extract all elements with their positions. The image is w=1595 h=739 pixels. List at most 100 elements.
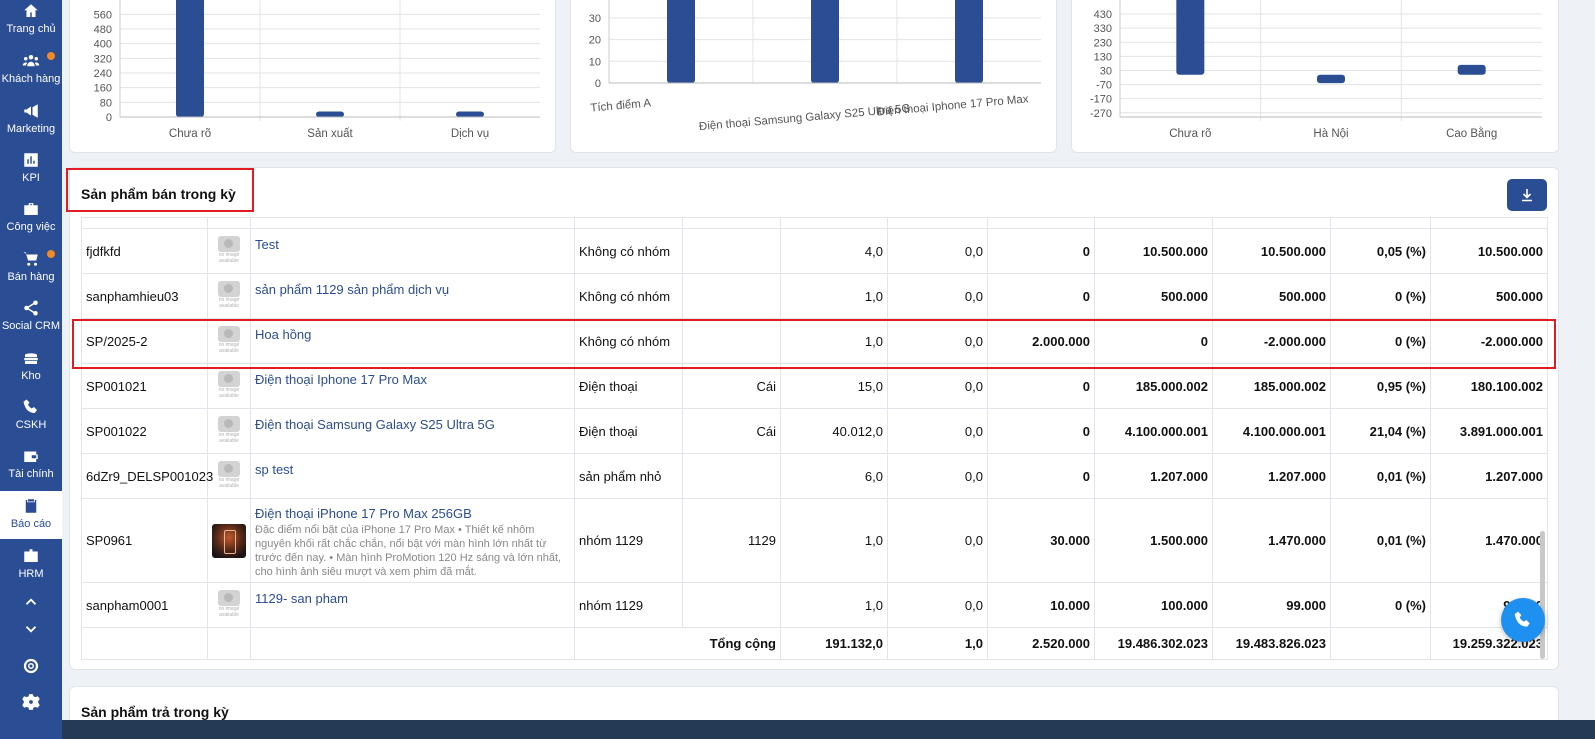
product-unit: 1129 (682, 498, 781, 583)
net-revenue: 185.000.002 (1212, 363, 1331, 409)
sidebar-item-reports[interactable]: Báo cáo (0, 491, 62, 539)
bar (811, 0, 839, 83)
table-row[interactable]: SP001022 no image available Điện thoại Sam… (81, 408, 1548, 454)
sidebar-item-finance[interactable]: Tài chính (0, 447, 62, 495)
sidebar-item-tasks[interactable]: Công việc (0, 200, 62, 248)
table-row[interactable]: SP0961 Điện thoại iPhone 17 Pro Max 256GB… (81, 498, 1548, 583)
table-row[interactable]: SP001021 no image available Điện thoại Iph… (81, 363, 1548, 409)
product-image-cell: no image available (207, 408, 251, 454)
revenue-percent: 0,05 (%) (1330, 228, 1431, 274)
sidebar-item-customer-care[interactable]: CSKH (0, 398, 62, 446)
table-row[interactable]: sanphamhieu03 no image available sản phẩm … (81, 273, 1548, 319)
products-sold-panel: Sản phẩm bán trong kỳ fjdfkfd no image av… (69, 167, 1559, 670)
product-name-link[interactable]: sản phẩm 1129 sản phẩm dịch vụ (255, 282, 450, 297)
scroll-up-button[interactable] (0, 590, 62, 614)
sidebar-item-customers[interactable]: Khách hàng (0, 52, 62, 100)
product-name-cell: Điện thoại iPhone 17 Pro Max 256GB Đặc đi… (250, 498, 575, 583)
product-image-cell (207, 498, 251, 583)
settings-button[interactable] (0, 690, 62, 714)
sidebar-item-kpi[interactable]: KPI (0, 151, 62, 199)
share-icon (24, 300, 38, 316)
revenue: 185.000.002 (1094, 363, 1213, 409)
total-row: Tổng cộng 191.132,0 1,0 2.520.000 19.486.302… (81, 627, 1548, 660)
revenue-percent: 0,01 (%) (1330, 498, 1431, 583)
product-name-link[interactable]: Điện thoại Samsung Galaxy S25 Ultra 5G (255, 417, 495, 432)
revenue-percent: 0,01 (%) (1330, 453, 1431, 499)
product-description: Đặc điểm nổi bật của iPhone 17 Pro Max •… (255, 524, 562, 578)
scroll-down-button[interactable] (0, 617, 62, 641)
y-tick-label: -270 (1090, 108, 1112, 120)
sidebar-item-label: HRM (18, 568, 44, 580)
product-unit: Cái (682, 363, 781, 409)
total-ret: 1,0 (887, 627, 988, 660)
product-name-link[interactable]: 1129- san pham (255, 591, 348, 606)
y-tick-label: 230 (1094, 37, 1112, 49)
sidebar-item-warehouse[interactable]: Kho (0, 349, 62, 397)
sidebar-item-sales[interactable]: Bán hàng (0, 250, 62, 298)
discount-amount: 0 (987, 363, 1095, 409)
table-row[interactable]: 6dZr9_DELSP001023 no image available sp te… (81, 453, 1548, 499)
product-unit (682, 582, 781, 628)
profit: 500.000 (1430, 273, 1548, 319)
sidebar-item-hrm[interactable]: HRM (0, 547, 62, 595)
total-qty: 191.132,0 (780, 627, 888, 660)
sidebar-item-social-crm[interactable]: Social CRM (0, 299, 62, 347)
sidebar-item-label: Tài chính (8, 468, 54, 480)
panel-title: Sản phẩm trả trong kỳ (81, 704, 229, 720)
camera-icon (218, 371, 240, 387)
no-image-placeholder: no image available (214, 234, 244, 268)
product-name-link[interactable]: Điện thoại iPhone 17 Pro Max 256GB (255, 506, 472, 521)
product-name-link[interactable]: sp test (255, 462, 294, 477)
product-unit (682, 273, 781, 319)
partial-row (81, 217, 1548, 229)
table-row[interactable]: sanpham0001 no image available 1129- san p… (81, 582, 1548, 628)
no-image-placeholder: no image available (214, 414, 244, 448)
table-scrollbar[interactable] (1540, 531, 1545, 659)
call-fab-button[interactable] (1501, 598, 1545, 642)
revenue-percent: 0 (%) (1330, 273, 1431, 319)
sidebar-item-label: Trang chủ (6, 23, 56, 35)
camera-icon (218, 326, 240, 342)
lifebuoy-icon (23, 658, 39, 674)
table-row[interactable]: fjdfkfd no image available Test Không có nh… (81, 228, 1548, 274)
product-name-link[interactable]: Điện thoại Iphone 17 Pro Max (255, 372, 427, 387)
y-tick-label: 30 (589, 13, 601, 25)
y-tick-label: 400 (94, 39, 112, 51)
bar (667, 0, 695, 83)
help-button[interactable] (0, 654, 62, 678)
product-image-cell: no image available (207, 318, 251, 364)
camera-icon (218, 281, 240, 297)
y-tick-label: 10 (589, 56, 601, 68)
product-image-cell: no image available (207, 582, 251, 628)
product-name-link[interactable]: Hoa hồng (255, 327, 312, 342)
quantity-returned: 0,0 (887, 498, 988, 583)
y-tick-label: 160 (94, 83, 112, 95)
taskbar-strip (62, 720, 1595, 739)
sidebar-item-home[interactable]: Trang chủ (0, 2, 62, 50)
revenue: 1.207.000 (1094, 453, 1213, 499)
sidebar-item-marketing[interactable]: Marketing (0, 102, 62, 150)
x-tick-label: Hà Nội (1313, 128, 1348, 140)
net-revenue: 1.470.000 (1212, 498, 1331, 583)
product-name-cell: sản phẩm 1129 sản phẩm dịch vụ (250, 273, 575, 319)
product-name-cell: sp test (250, 453, 575, 499)
gear-icon (22, 694, 40, 710)
phone-call-icon (23, 399, 37, 413)
download-button[interactable] (1507, 179, 1547, 211)
product-image-cell: no image available (207, 273, 251, 319)
y-tick-label: 80 (100, 97, 112, 109)
profit: 180.100.002 (1430, 363, 1548, 409)
product-unit (682, 453, 781, 499)
total-disc: 2.520.000 (987, 627, 1095, 660)
product-group: Không có nhóm (574, 318, 683, 364)
y-tick-label: 0 (595, 78, 601, 90)
quantity-sold: 1,0 (780, 582, 888, 628)
empty-cell (250, 627, 575, 660)
table-row[interactable]: SP/2025-2 no image available Hoa hồng Không… (81, 318, 1548, 364)
bar-chart: 430 330 230 130 30 -70 -170 -270 Chưa rõ Hà Nội Ca… (1090, 0, 1542, 140)
profit: -2.000.000 (1430, 318, 1548, 364)
x-tick-label: Chưa rõ (1169, 128, 1211, 140)
product-group: nhóm 1129 (574, 582, 683, 628)
product-name-link[interactable]: Test (255, 237, 279, 252)
x-tick-label: Dịch vụ (451, 128, 489, 140)
